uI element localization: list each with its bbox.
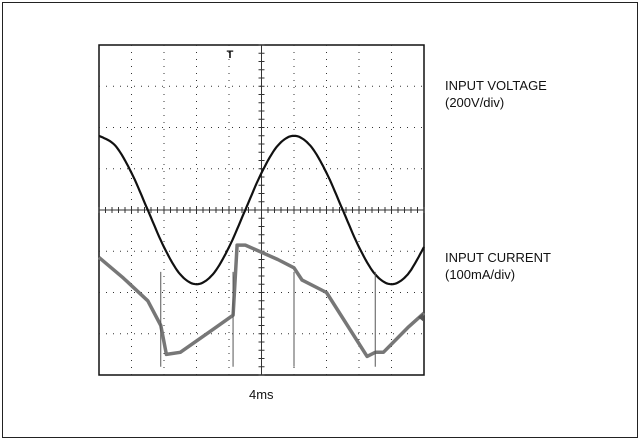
figure-frame <box>2 2 638 438</box>
time-scale-label: 4ms <box>249 387 274 402</box>
traces <box>97 134 426 367</box>
voltage-scale: (200V/div) <box>445 95 505 110</box>
voltage-trace <box>98 134 425 286</box>
voltage-label: INPUT VOLTAGE (200V/div) <box>445 77 547 111</box>
trigger-marker: T <box>227 49 234 61</box>
voltage-name: INPUT VOLTAGE <box>445 78 547 93</box>
current-name: INPUT CURRENT <box>445 250 551 265</box>
trigger-label: T <box>227 49 234 61</box>
current-label: INPUT CURRENT (100mA/div) <box>445 249 551 283</box>
channel-reference-marker <box>418 313 423 322</box>
current-scale: (100mA/div) <box>445 267 516 282</box>
